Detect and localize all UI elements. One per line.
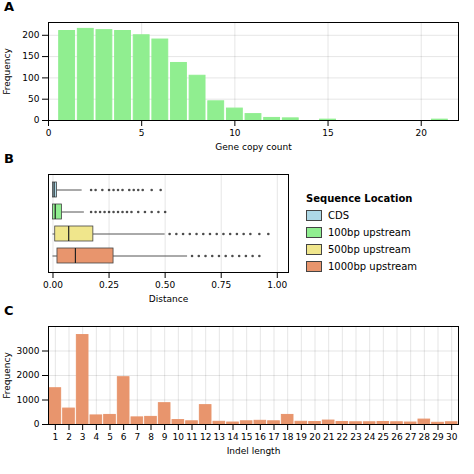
svg-text:150: 150 [22,51,39,61]
svg-text:0: 0 [34,419,40,429]
html-text:B: B [4,151,14,166]
svg-text:5: 5 [107,432,113,442]
svg-text:50: 50 [28,94,40,104]
svg-text:Frequency: Frequency [2,352,12,399]
svg-text:1000: 1000 [17,395,40,405]
svg-text:0: 0 [46,128,52,138]
html-text:100bp upstream: 100bp upstream [328,226,411,238]
svg-text:26: 26 [391,432,403,442]
html-text:A: A [4,0,15,14]
svg-text:Distance: Distance [149,294,189,304]
svg-text:29: 29 [432,432,444,442]
svg-text:0.75: 0.75 [211,280,231,290]
svg-text:Indel length: Indel length [227,446,281,456]
svg-text:24: 24 [364,432,376,442]
svg-text:23: 23 [350,432,361,442]
svg-text:22: 22 [337,432,348,442]
html-text:1000bp upstream: 1000bp upstream [328,260,418,272]
svg-text:10: 10 [229,128,241,138]
svg-text:0.00: 0.00 [43,280,63,290]
svg-text:8: 8 [148,432,154,442]
svg-text:27: 27 [405,432,416,442]
svg-text:0.50: 0.50 [155,280,175,290]
svg-text:20: 20 [416,128,428,138]
svg-text:2: 2 [66,432,72,442]
svg-text:21: 21 [323,432,334,442]
svg-text:12: 12 [200,432,211,442]
svg-text:19: 19 [296,432,308,442]
svg-text:25: 25 [378,432,389,442]
svg-text:17: 17 [268,432,279,442]
svg-text:100: 100 [22,73,39,83]
svg-text:14: 14 [227,432,239,442]
svg-text:30: 30 [446,432,458,442]
svg-text:15: 15 [322,128,333,138]
svg-text:2000: 2000 [17,370,40,380]
svg-text:7: 7 [134,432,140,442]
svg-text:4: 4 [93,432,99,442]
html-text:500bp upstream: 500bp upstream [328,243,411,255]
svg-text:11: 11 [186,432,197,442]
svg-text:Frequency: Frequency [2,48,12,95]
svg-text:1.00: 1.00 [267,280,287,290]
svg-text:1: 1 [52,432,58,442]
svg-text:0: 0 [34,115,40,125]
svg-text:9: 9 [162,432,168,442]
svg-text:6: 6 [121,432,127,442]
svg-text:16: 16 [255,432,267,442]
svg-text:20: 20 [309,432,321,442]
svg-text:15: 15 [241,432,252,442]
svg-text:10: 10 [173,432,185,442]
svg-text:3000: 3000 [17,346,40,356]
html-text:C: C [4,303,14,318]
svg-text:Gene copy count: Gene copy count [215,142,292,152]
svg-text:28: 28 [419,432,431,442]
html-text:Sequence Location: Sequence Location [306,192,413,204]
svg-text:200: 200 [22,30,39,40]
svg-text:3: 3 [80,432,86,442]
svg-text:13: 13 [214,432,225,442]
html-text:CDS: CDS [328,209,349,221]
svg-text:5: 5 [139,128,145,138]
svg-text:0.25: 0.25 [99,280,119,290]
svg-text:18: 18 [282,432,294,442]
